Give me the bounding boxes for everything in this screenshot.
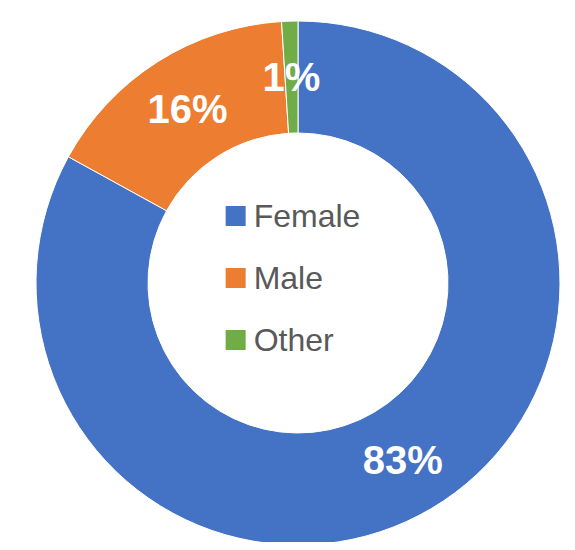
svg-text:16%: 16% — [148, 87, 228, 131]
html-text:Male: Male — [253, 260, 323, 296]
html-text:Other: Other — [253, 322, 334, 358]
svg-text:1%: 1% — [263, 55, 321, 99]
svg-text:83%: 83% — [363, 438, 443, 482]
html-text:Female: Female — [253, 198, 361, 234]
